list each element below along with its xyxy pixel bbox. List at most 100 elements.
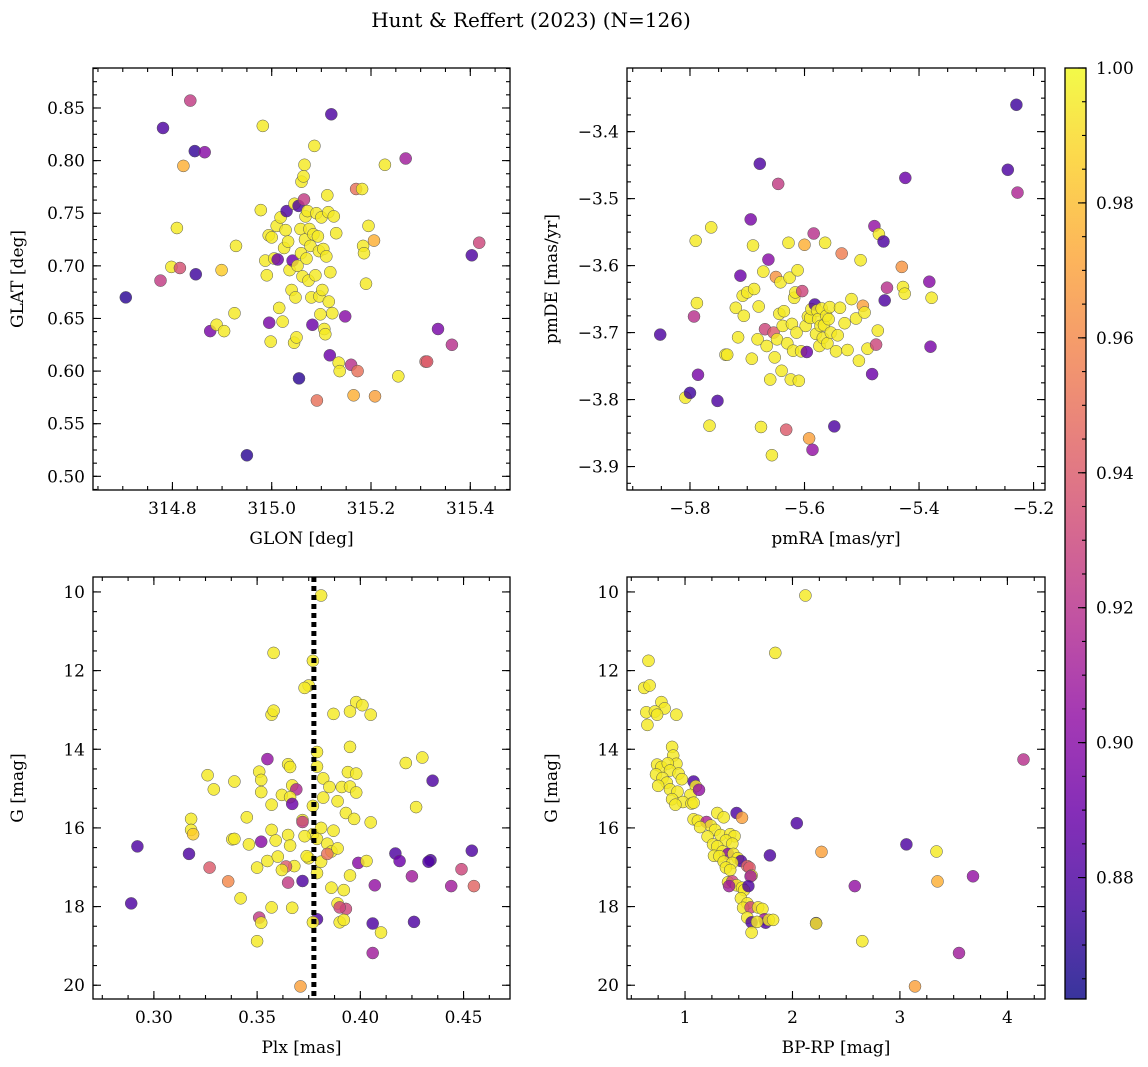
data-point: [845, 292, 858, 306]
colorbar-gradient: [1065, 68, 1086, 999]
data-point: [170, 221, 184, 235]
y-tick-label: 0.85: [47, 99, 85, 119]
data-point: [852, 354, 866, 367]
data-point: [723, 863, 737, 877]
data-point: [347, 812, 361, 826]
data-point: [356, 698, 369, 712]
data-point: [201, 768, 214, 782]
data-point: [952, 946, 966, 960]
data-point: [331, 794, 344, 808]
data-point: [333, 364, 346, 378]
data-point: [731, 331, 745, 344]
data-point: [966, 870, 980, 883]
data-point: [790, 326, 803, 339]
data-point: [203, 861, 216, 874]
x-tick-label: 315.4: [446, 499, 495, 519]
data-point: [119, 291, 133, 304]
data-point: [465, 844, 479, 857]
data-point: [751, 333, 764, 346]
data-point: [314, 589, 328, 602]
data-point: [368, 879, 382, 892]
data-point: [858, 306, 871, 319]
data-point: [782, 236, 795, 250]
data-point: [250, 934, 264, 948]
data-point: [271, 253, 284, 266]
data-point: [849, 312, 863, 325]
data-point: [768, 351, 781, 364]
data-point: [351, 364, 364, 378]
data-point: [799, 589, 812, 602]
data-point: [703, 419, 716, 432]
data-point: [240, 449, 254, 462]
data-point: [722, 879, 736, 893]
data-point: [349, 767, 363, 780]
data-point: [795, 284, 809, 298]
data-point: [760, 339, 773, 353]
data-point: [298, 681, 311, 695]
data-point: [254, 916, 268, 929]
data-point: [1011, 186, 1024, 199]
x-tick-label: 4: [1002, 1008, 1013, 1028]
data-point: [445, 338, 459, 352]
y-tick-label: 0.55: [47, 415, 85, 435]
data-point: [131, 840, 144, 853]
data-point: [670, 708, 683, 721]
y-tick-label: 10: [63, 583, 85, 603]
data-point: [186, 827, 200, 841]
data-point: [880, 281, 894, 294]
data-point: [283, 839, 297, 852]
data-point: [745, 352, 759, 365]
data-point: [745, 926, 758, 939]
data-point: [747, 282, 761, 296]
data-point: [254, 773, 268, 787]
data-point: [416, 751, 429, 764]
data-point: [393, 854, 406, 868]
data-point: [296, 874, 309, 888]
data-point: [242, 838, 256, 851]
scatter-points: [653, 98, 1024, 462]
x-tick-label: 314.8: [148, 499, 197, 519]
data-point: [364, 816, 377, 829]
x-tick-label: 0.35: [238, 1008, 276, 1028]
y-tick-label: 18: [63, 898, 85, 918]
y-tick-label: 0.75: [47, 204, 85, 224]
data-point: [806, 443, 819, 457]
data-point: [754, 420, 768, 434]
colorbar-tick-label: 0.90: [1096, 734, 1134, 754]
data-point: [272, 301, 286, 315]
data-point: [765, 448, 779, 462]
x-axis-label: Plx [mas]: [261, 1038, 341, 1058]
scatter-points: [119, 94, 486, 462]
data-point: [818, 236, 832, 250]
axes-frame: [92, 576, 511, 1000]
data-point: [871, 324, 885, 337]
data-point: [898, 287, 911, 300]
data-point: [154, 274, 167, 287]
data-point: [762, 253, 775, 266]
data-point: [265, 823, 278, 837]
data-point: [229, 239, 243, 253]
data-point: [240, 811, 254, 824]
data-point: [294, 980, 307, 993]
data-point: [228, 775, 241, 788]
data-point: [331, 842, 344, 855]
x-axis-label: BP-RP [mag]: [782, 1038, 891, 1058]
data-point: [267, 704, 280, 717]
data-point: [261, 752, 274, 766]
data-point: [422, 855, 435, 868]
data-point: [407, 915, 421, 929]
data-point: [173, 261, 187, 275]
y-tick-label: 20: [63, 976, 85, 996]
data-point: [300, 252, 313, 265]
y-tick-label: 10: [597, 583, 619, 603]
data-point: [650, 708, 664, 721]
data-point: [756, 902, 769, 916]
data-point: [254, 203, 268, 217]
data-point: [798, 238, 811, 252]
y-tick-label: 0.70: [47, 257, 85, 277]
y-tick-label: −3.5: [578, 190, 619, 210]
data-point: [399, 756, 413, 770]
data-point: [250, 861, 264, 874]
data-point: [752, 300, 765, 313]
data-point: [833, 301, 847, 315]
